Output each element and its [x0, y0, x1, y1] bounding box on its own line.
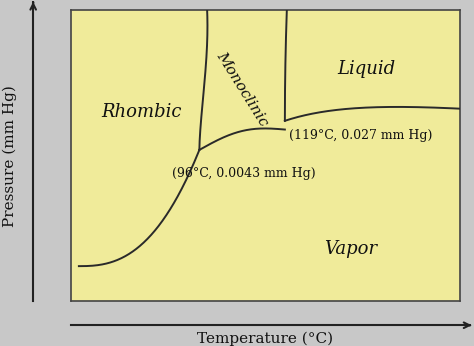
Text: Monoclinic: Monoclinic [214, 49, 271, 129]
Text: Vapor: Vapor [324, 240, 377, 258]
Text: (119°C, 0.027 mm Hg): (119°C, 0.027 mm Hg) [289, 129, 432, 142]
Text: Liquid: Liquid [337, 60, 396, 78]
Text: Pressure (mm Hg): Pressure (mm Hg) [2, 85, 17, 227]
Text: (96°C, 0.0043 mm Hg): (96°C, 0.0043 mm Hg) [172, 167, 316, 180]
Text: Temperature (°C): Temperature (°C) [197, 332, 334, 346]
Text: Rhombic: Rhombic [101, 103, 182, 121]
